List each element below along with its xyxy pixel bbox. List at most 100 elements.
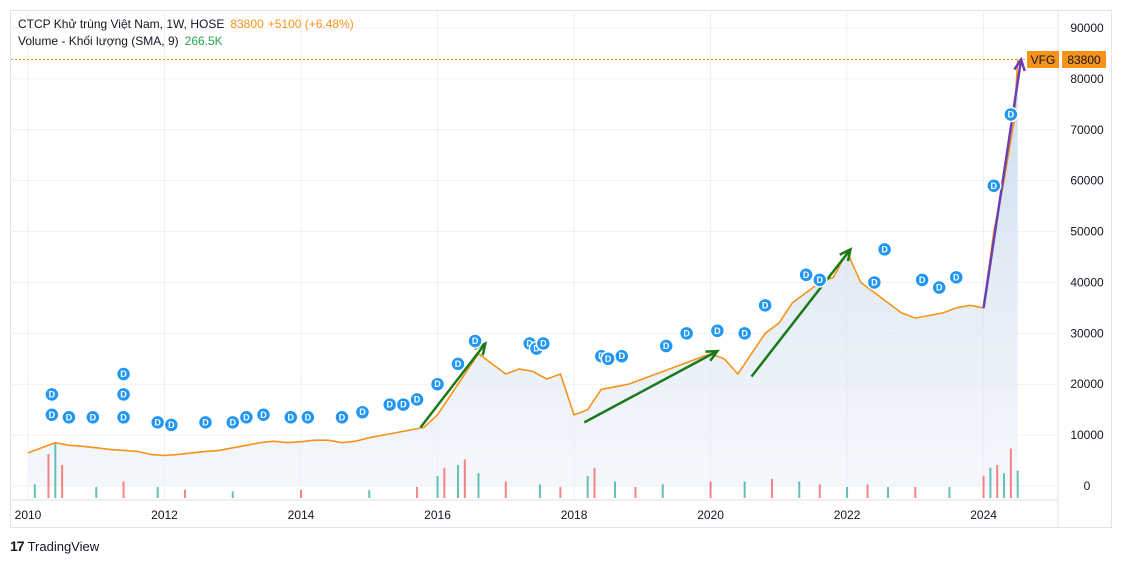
volume-bar (989, 467, 992, 498)
x-tick-label: 2014 (288, 508, 315, 522)
dividend-marker (115, 366, 132, 382)
y-tick-label: 50000 (1070, 225, 1104, 239)
trend-arrows (419, 56, 1026, 429)
volume-bar (770, 478, 773, 498)
dividend-label: D (260, 410, 267, 420)
volume-bar (634, 487, 637, 498)
dividend-label: D (533, 344, 540, 354)
volume-bar (33, 484, 36, 498)
dividend-label: D (230, 417, 237, 427)
dividend-label: D (288, 412, 295, 422)
volume-bar (586, 476, 589, 498)
dividend-marker (986, 178, 1002, 194)
brand-label: TradingView (27, 538, 100, 554)
dividend-marker (163, 417, 180, 433)
dividend-label: D (919, 275, 926, 285)
dividend-label: D (90, 412, 97, 422)
dividend-label: D (1008, 110, 1015, 120)
volume-bar (982, 476, 985, 498)
dividend-marker (429, 376, 446, 392)
dividend-label: D (817, 275, 824, 285)
volume-bar (416, 487, 419, 498)
volume-bar (231, 491, 234, 498)
x-tick-label: 2022 (834, 508, 861, 522)
x-tick-label: 2012 (151, 508, 178, 522)
dividend-marker (1003, 106, 1019, 123)
dividend-marker (812, 272, 828, 288)
volume-bar (156, 487, 159, 498)
dividend-marker (467, 333, 483, 349)
ticker-tag-bg (1027, 51, 1059, 68)
dividend-marker (736, 325, 753, 342)
ticker-tag: VFG (1031, 53, 1056, 67)
dividend-marker (283, 409, 299, 426)
y-tick-label: 0 (1084, 479, 1091, 493)
volume-bar (300, 489, 303, 498)
brand[interactable]: 17 TradingView (10, 538, 99, 554)
dividend-label: D (387, 400, 394, 410)
dividend-label: D (243, 412, 250, 422)
volume-bar (743, 481, 746, 498)
y-tick-label: 60000 (1070, 174, 1104, 188)
chart-frame[interactable] (10, 10, 1112, 528)
x-tick-label: 2016 (424, 508, 451, 522)
volume-bar (613, 481, 616, 498)
last-price-tag: 83800 (1067, 53, 1101, 67)
tradingview-logo-icon: 17 (10, 538, 25, 554)
volume-bar (846, 487, 849, 498)
volume-bar (593, 467, 596, 498)
dividend-marker (197, 414, 214, 431)
volume-bar (661, 484, 664, 498)
volume-bar (443, 467, 446, 498)
y-axis: 90000 80000 70000 60000 50000 40000 30000 20000… (1057, 11, 1104, 527)
volume-bar (61, 465, 64, 498)
dividend-label: D (881, 244, 888, 254)
dividend-marker (876, 241, 893, 258)
dividend-label: D (154, 417, 161, 427)
dividend-marker (85, 409, 101, 426)
dividend-marker (931, 279, 947, 296)
dividend-marker (948, 269, 965, 286)
symbol-title[interactable]: CTCP Khử trùng Việt Nam, 1W, HOSE (18, 17, 225, 31)
dividend-label: D (49, 389, 56, 399)
volume-bar (1016, 470, 1019, 498)
volume-label[interactable]: Volume - Khối lượng (SMA, 9) (18, 34, 179, 48)
dividend-label: D (683, 328, 690, 338)
volume-bar (996, 465, 999, 498)
volume-bar (866, 484, 869, 498)
dividend-label: D (619, 351, 626, 361)
dividend-marker (395, 396, 412, 413)
dividend-marker (44, 407, 60, 423)
dividend-label: D (434, 379, 441, 389)
y-tick-label: 20000 (1070, 377, 1104, 391)
trend-arrow-line (982, 59, 1023, 309)
dividend-marker (678, 325, 695, 342)
volume-bar (436, 476, 439, 498)
volume-bars (33, 443, 1019, 498)
dividend-label: D (936, 283, 943, 293)
dividend-label: D (953, 272, 960, 282)
dividend-marker (614, 348, 630, 364)
dividend-label: D (714, 326, 721, 336)
volume-bar (463, 459, 466, 498)
dividend-label: D (605, 354, 612, 364)
y-tick-label: 10000 (1070, 428, 1104, 442)
dividend-marker (409, 391, 425, 408)
x-tick-label: 2024 (970, 508, 997, 522)
x-tick-label: 2018 (561, 508, 588, 522)
dividend-marker (300, 409, 316, 426)
last-price-tag-bg (1062, 51, 1106, 68)
dividend-marker (61, 409, 77, 426)
y-tick-label: 30000 (1070, 326, 1104, 340)
dividend-label: D (663, 341, 670, 351)
dividend-label: D (540, 339, 547, 349)
dividend-label: D (120, 369, 127, 379)
dividend-marker (115, 409, 132, 426)
trend-arrow-line (750, 248, 852, 378)
price-area-fill (28, 59, 1018, 486)
trend-arrow-head (705, 349, 720, 362)
dividend-marker (757, 297, 773, 314)
last-price: 83800 (230, 17, 264, 31)
dividend-label: D (202, 417, 209, 427)
